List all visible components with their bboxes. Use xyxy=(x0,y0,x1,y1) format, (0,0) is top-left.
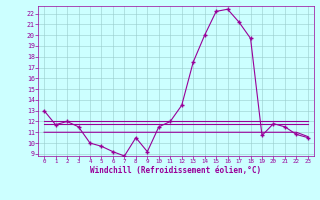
X-axis label: Windchill (Refroidissement éolien,°C): Windchill (Refroidissement éolien,°C) xyxy=(91,166,261,175)
